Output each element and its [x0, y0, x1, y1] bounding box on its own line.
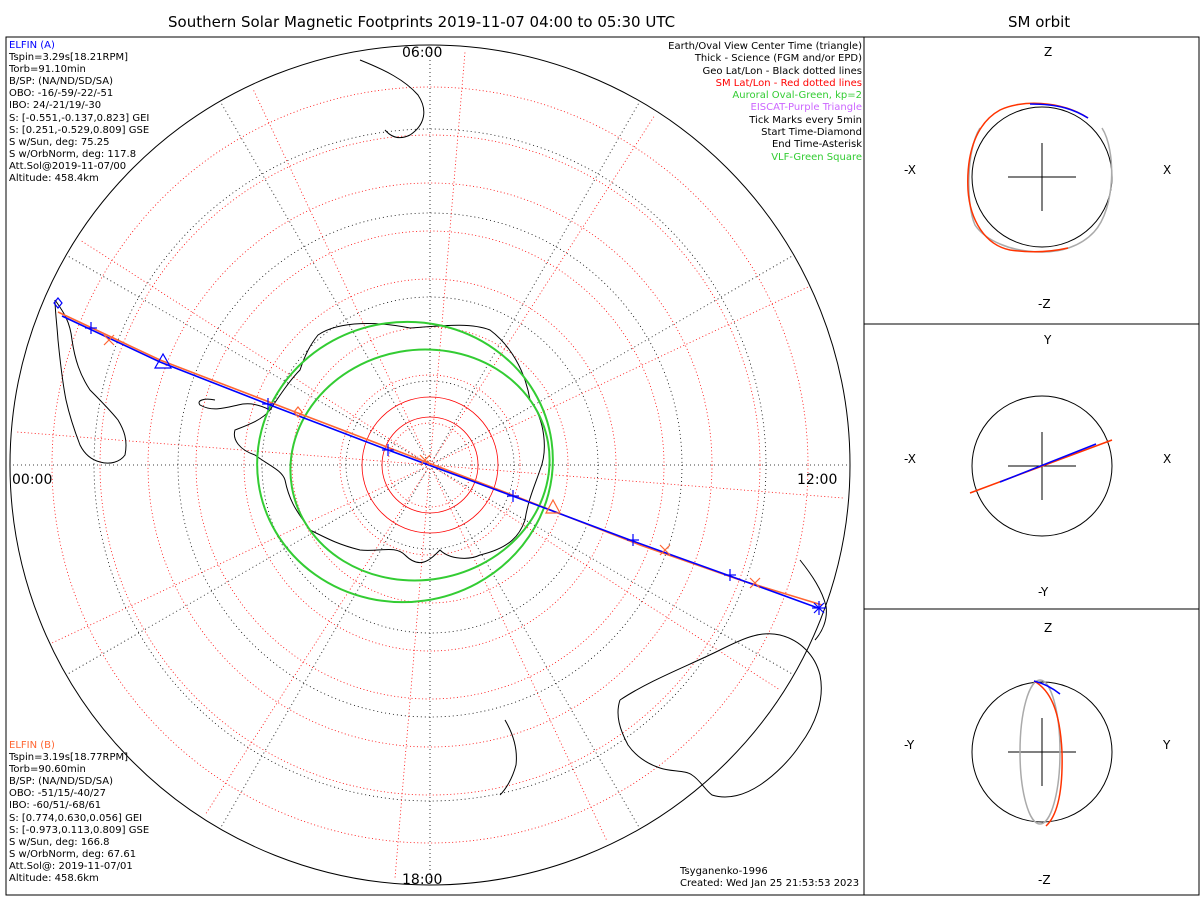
legend-item: EISCAT-Purple Triangle [750, 102, 863, 114]
elfin-a-line: S: [0.251,-0.529,0.809] GSE [9, 124, 150, 136]
elfin-b-track [57, 311, 823, 606]
svg-text:-Z: -Z [1038, 873, 1051, 887]
hour-label-left: 00:00 [12, 472, 52, 488]
south-america [54, 299, 127, 464]
orbit-panel-xy: Y -Y -X X [904, 333, 1171, 599]
antarctic-peninsula [198, 398, 271, 411]
sm-ring-inner [381, 416, 479, 514]
svg-text:Y: Y [1043, 333, 1052, 347]
elfin-a-line: Altitude: 458.4km [9, 173, 99, 185]
elfin-a-line: S w/OrbNorm, deg: 117.8 [9, 148, 137, 160]
elfin-b-line: B/SP: (NA/ND/SD/SA) [9, 776, 113, 788]
elfin-b-line: S w/Sun, deg: 166.8 [9, 836, 110, 848]
svg-text:X: X [1163, 452, 1171, 466]
auroral-oval-inner [289, 348, 551, 582]
elfin-a-line: S: [-0.551,-0.137,0.823] GEI [9, 112, 150, 124]
elfin-b-view-triangle [544, 498, 562, 514]
elfin-b-name: ELFIN (B) [9, 740, 55, 751]
created-date: Created: Wed Jan 25 21:53:53 2023 [680, 878, 860, 890]
elfin-a-start-diamond [53, 297, 63, 309]
orbit-panel-yz: Z -Z -Y Y [904, 621, 1171, 887]
svg-text:Y: Y [1162, 738, 1171, 752]
main-title: Southern Solar Magnetic Footprints 2019-… [168, 13, 676, 31]
antarctica-coast [233, 323, 545, 564]
svg-text:-Z: -Z [1038, 297, 1051, 311]
geo-grid [10, 45, 850, 885]
legend-item: VLF-Green Square [771, 151, 862, 163]
elfin-a-line: OBO: -16/-59/-22/-51 [9, 88, 114, 100]
orbit-title: SM orbit [1008, 13, 1071, 31]
elfin-a-line: S w/Sun, deg: 75.25 [9, 136, 110, 148]
elfin-a-track [61, 315, 819, 609]
elfin-b-line: S: [0.774,0.630,0.056] GEI [9, 812, 143, 824]
legend-item: Thick - Science (FGM and/or EPD) [694, 53, 862, 65]
svg-text:-Y: -Y [904, 738, 915, 752]
legend-item: Geo Lat/Lon - Black dotted lines [702, 65, 862, 77]
legend-item: Start Time-Diamond [761, 127, 862, 139]
elfin-a-info: ELFIN (A) Tspin=3.29s[18.21RPM] Torb=91.… [9, 40, 149, 185]
map-boundary [9, 44, 851, 886]
svg-text:-X: -X [904, 163, 916, 177]
elfin-b-info: ELFIN (B) Tspin=3.19s[18.77RPM] Torb=90.… [9, 740, 149, 885]
orbit-panel-xz: Z -Z -X X [904, 45, 1171, 311]
auroral-oval-outer [256, 320, 554, 604]
legend: Earth/Oval View Center Time (triangle) T… [668, 41, 862, 164]
madagascar [499, 719, 517, 796]
elfin-b-line: Torb=90.60min [9, 764, 86, 776]
elfin-b-line: OBO: -51/15/-40/27 [9, 788, 107, 800]
new-zealand [799, 559, 827, 641]
elfin-b-line: Tspin=3.19s[18.77RPM] [9, 752, 129, 764]
elfin-a-line: IBO: 24/-21/19/-30 [9, 100, 102, 112]
elfin-b-ticks [103, 334, 761, 589]
australia [617, 633, 822, 798]
elfin-a-line: B/SP: (NA/ND/SD/SA) [9, 76, 113, 88]
elfin-b-start-diamond [293, 406, 303, 418]
hour-label-right: 12:00 [797, 472, 837, 488]
elfin-b-line: S w/OrbNorm, deg: 67.61 [9, 848, 137, 860]
elfin-b-line: IBO: -60/51/-68/61 [9, 800, 102, 812]
elfin-a-ticks [85, 322, 736, 581]
legend-item: Earth/Oval View Center Time (triangle) [668, 41, 862, 52]
orbit-frame [863, 36, 1200, 896]
svg-text:-X: -X [904, 452, 916, 466]
legend-item: Tick Marks every 5min [749, 114, 862, 126]
legend-item: SM Lat/Lon - Red dotted lines [715, 77, 862, 89]
end-asterisk [812, 601, 826, 615]
model-name: Tsyganenko-1996 [680, 866, 768, 877]
elfin-b-line: Att.Sol@: 2019-11-07/01 [9, 860, 133, 872]
elfin-a-line: Att.Sol@2019-11-07/00 [9, 160, 127, 172]
sm-ring-mid [361, 396, 499, 534]
elfin-a-name: ELFIN (A) [9, 40, 55, 51]
svg-text:-Y: -Y [1038, 585, 1049, 599]
legend-item: Auroral Oval-Green, kp=2 [732, 90, 862, 102]
legend-item: End Time-Asterisk [771, 139, 862, 151]
sm-grid [16, 51, 844, 879]
credits: Tsyganenko-1996 Created: Wed Jan 25 21:5… [680, 866, 859, 890]
elfin-a-line: Tspin=3.29s[18.21RPM] [9, 52, 129, 64]
elfin-b-line: S: [-0.973,0.113,0.809] GSE [9, 824, 150, 836]
elfin-b-line: Altitude: 458.6km [9, 873, 99, 885]
elfin-a-line: Torb=91.10min [9, 64, 86, 76]
coastlines [54, 59, 827, 798]
hour-label-bottom: 18:00 [402, 872, 442, 888]
svg-text:Z: Z [1044, 45, 1052, 59]
africa-tip [359, 59, 425, 139]
hour-label-top: 06:00 [402, 45, 442, 61]
svg-text:Z: Z [1044, 621, 1052, 635]
elfin-a-view-triangle [153, 352, 173, 369]
svg-text:X: X [1163, 163, 1171, 177]
